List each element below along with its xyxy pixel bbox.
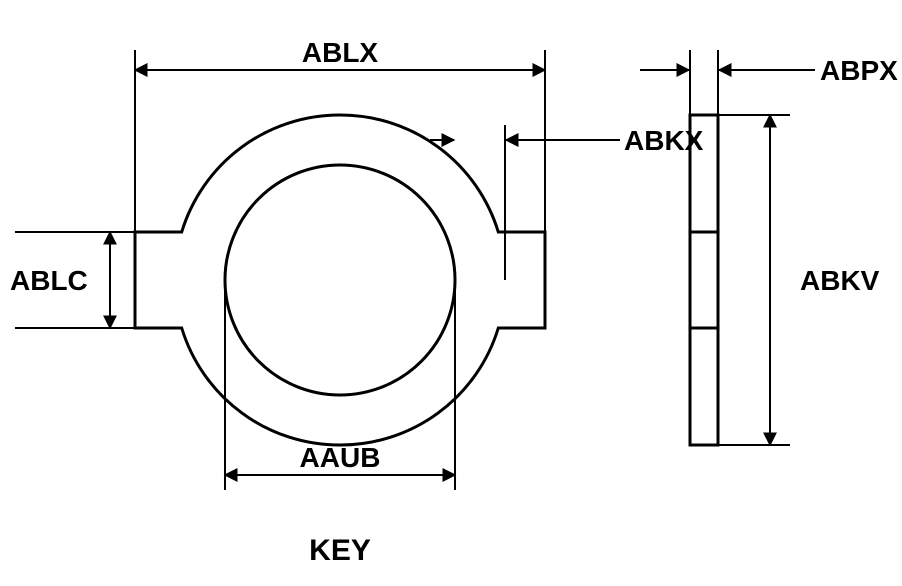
label-abkx: ABKX [624,125,704,156]
inner-circle [225,165,455,395]
dim-abpx: ABPX [640,50,898,115]
diagram-title: KEY [309,534,371,567]
label-ablx: ABLX [302,37,379,68]
dim-abkx: ABKX [430,125,704,280]
front-view [135,115,545,445]
label-abkv: ABKV [800,265,880,296]
label-ablc: ABLC [10,265,88,296]
label-aaub: AAUB [300,442,381,473]
label-abpx: ABPX [820,55,898,86]
dim-ablc: ABLC [10,232,135,328]
dim-abkv: ABKV [718,115,880,445]
dim-aaub: AAUB [225,280,455,490]
side-outline [690,115,718,445]
dim-ablx: ABLX [135,37,545,232]
side-view [690,115,718,445]
key-washer-diagram: ABLX ABKX ABLC AAUB ABPX ABKV K [0,0,902,586]
